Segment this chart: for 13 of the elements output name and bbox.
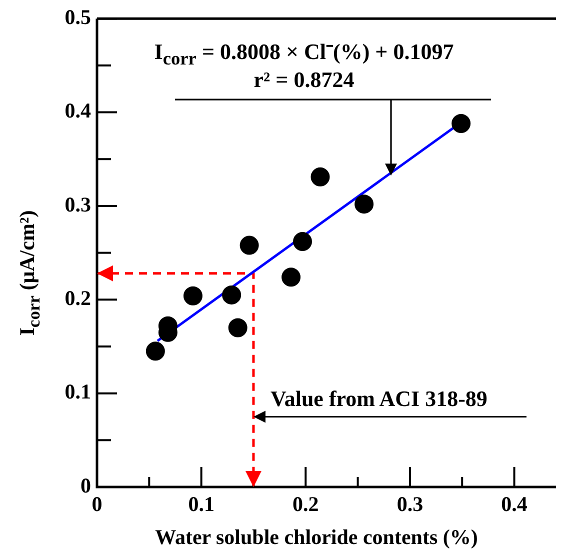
y-tick-label: 0.2 bbox=[64, 286, 91, 310]
x-tick-label: 0.1 bbox=[188, 492, 214, 516]
x-tick-label: 0.2 bbox=[292, 492, 319, 516]
x-axis-title: Water soluble chloride contents (%) bbox=[155, 525, 478, 549]
x-tick-label: 0.4 bbox=[501, 492, 528, 516]
y-tick-label: 0.4 bbox=[64, 98, 92, 123]
annotation: Value from ACI 318-89 bbox=[270, 386, 488, 411]
x-tick-label: 0.3 bbox=[396, 492, 424, 516]
y-tick-label: 0.3 bbox=[64, 192, 91, 216]
y-tick-label: 0.1 bbox=[64, 380, 91, 404]
y-tick-label: 0 bbox=[80, 473, 91, 498]
annotation: I$_{corr}$ = 0.8008 × Cl⁻(%) + 0.1097 r² = 0.8724 bbox=[154, 38, 454, 92]
y-tick-label: 0.5 bbox=[64, 5, 91, 30]
